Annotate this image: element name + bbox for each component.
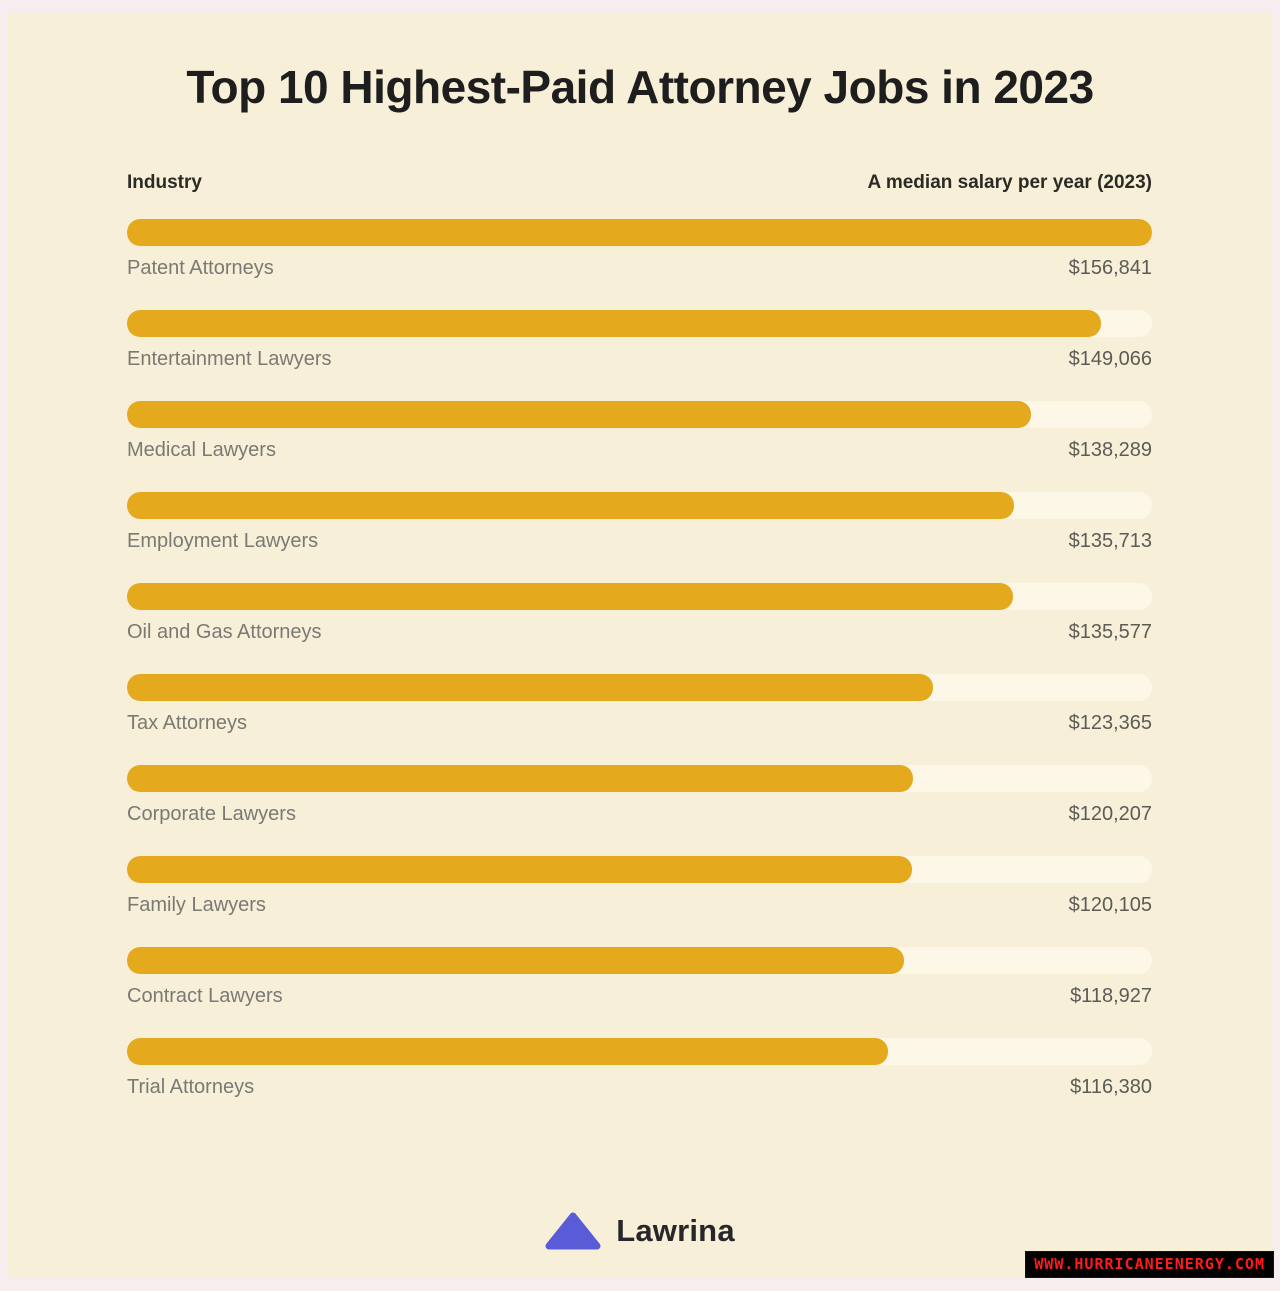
- bar: [127, 856, 912, 883]
- bar-track: [127, 1038, 1152, 1065]
- row-labels: Employment Lawyers $135,713: [127, 530, 1152, 553]
- category-label: Patent Attorneys: [127, 257, 274, 279]
- bar: [127, 765, 913, 792]
- value-label: $120,207: [1068, 803, 1152, 825]
- row-labels: Patent Attorneys $156,841: [127, 257, 1152, 280]
- chart-area: Industry A median salary per year (2023)…: [127, 172, 1152, 1099]
- chart-row: Medical Lawyers $138,289: [127, 401, 1152, 462]
- value-label: $116,380: [1070, 1076, 1152, 1098]
- chart-row: Tax Attorneys $123,365: [127, 674, 1152, 735]
- value-label: $135,577: [1068, 621, 1152, 643]
- bar-track: [127, 492, 1152, 519]
- watermark-url: WWW.HURRICANEENERGY.COM: [1025, 1251, 1274, 1278]
- category-label: Family Lawyers: [127, 894, 266, 916]
- value-label: $138,289: [1068, 439, 1152, 461]
- category-label: Entertainment Lawyers: [127, 348, 332, 370]
- category-label: Corporate Lawyers: [127, 803, 296, 825]
- column-headers: Industry A median salary per year (2023): [127, 172, 1152, 194]
- bar-track: [127, 947, 1152, 974]
- bar-track: [127, 583, 1152, 610]
- brand-name: Lawrina: [616, 1213, 735, 1248]
- bar: [127, 583, 1013, 610]
- bar-track: [127, 401, 1152, 428]
- bar: [127, 947, 905, 974]
- bar: [127, 492, 1014, 519]
- chart-row: Trial Attorneys $116,380: [127, 1038, 1152, 1099]
- bar: [127, 674, 934, 701]
- category-label: Trial Attorneys: [127, 1076, 255, 1098]
- category-label: Tax Attorneys: [127, 712, 248, 734]
- category-label: Employment Lawyers: [127, 530, 319, 552]
- category-label: Contract Lawyers: [127, 985, 283, 1007]
- chart-row: Patent Attorneys $156,841: [127, 219, 1152, 280]
- value-label: $156,841: [1068, 257, 1152, 279]
- lawrina-logo-triangle-icon: [545, 1212, 601, 1250]
- infographic-card: Top 10 Highest-Paid Attorney Jobs in 202…: [8, 14, 1272, 1278]
- chart-row: Oil and Gas Attorneys $135,577: [127, 583, 1152, 644]
- row-labels: Oil and Gas Attorneys $135,577: [127, 621, 1152, 644]
- bar: [127, 310, 1102, 337]
- row-labels: Trial Attorneys $116,380: [127, 1076, 1152, 1099]
- salary-column-header: A median salary per year (2023): [867, 172, 1152, 193]
- bar: [127, 219, 1152, 246]
- page-title: Top 10 Highest-Paid Attorney Jobs in 202…: [186, 61, 1094, 113]
- chart-row: Employment Lawyers $135,713: [127, 492, 1152, 553]
- row-labels: Family Lawyers $120,105: [127, 894, 1152, 917]
- value-label: $149,066: [1068, 348, 1152, 370]
- chart-row: Contract Lawyers $118,927: [127, 947, 1152, 1008]
- bar-track: [127, 856, 1152, 883]
- bar-track: [127, 219, 1152, 246]
- brand-footer: Lawrina: [8, 1212, 1272, 1250]
- row-labels: Entertainment Lawyers $149,066: [127, 348, 1152, 371]
- chart-row: Corporate Lawyers $120,207: [127, 765, 1152, 826]
- row-labels: Contract Lawyers $118,927: [127, 985, 1152, 1008]
- row-labels: Corporate Lawyers $120,207: [127, 803, 1152, 826]
- row-labels: Tax Attorneys $123,365: [127, 712, 1152, 735]
- row-labels: Medical Lawyers $138,289: [127, 439, 1152, 462]
- bar-chart: Patent Attorneys $156,841 Entertainment …: [127, 219, 1152, 1099]
- bar-track: [127, 674, 1152, 701]
- chart-row: Family Lawyers $120,105: [127, 856, 1152, 917]
- value-label: $123,365: [1068, 712, 1152, 734]
- industry-column-header: Industry: [127, 172, 202, 193]
- category-label: Medical Lawyers: [127, 439, 276, 461]
- bar: [127, 1038, 888, 1065]
- bar-track: [127, 765, 1152, 792]
- value-label: $135,713: [1068, 530, 1152, 552]
- category-label: Oil and Gas Attorneys: [127, 621, 322, 643]
- bar: [127, 401, 1031, 428]
- value-label: $118,927: [1070, 985, 1152, 1007]
- value-label: $120,105: [1068, 894, 1152, 916]
- chart-row: Entertainment Lawyers $149,066: [127, 310, 1152, 371]
- bar-track: [127, 310, 1152, 337]
